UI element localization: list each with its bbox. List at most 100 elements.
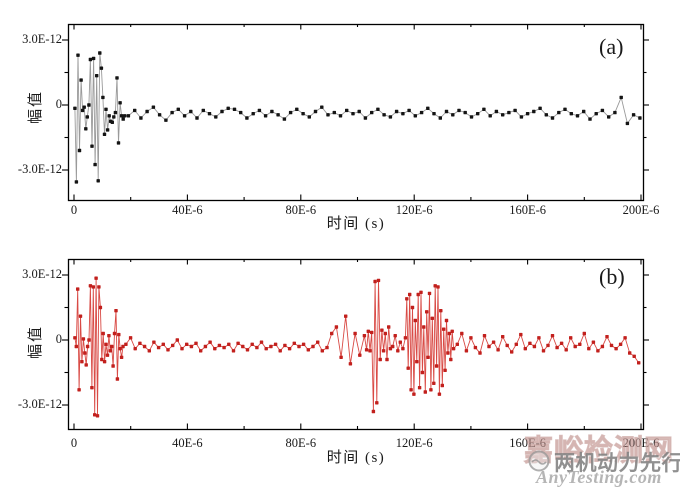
data-point <box>114 309 118 313</box>
chart-b-x-axis-title: 时间 (s) <box>326 450 386 466</box>
data-point <box>519 115 524 119</box>
data-point <box>434 364 439 368</box>
chart-b-x-tick-label: 40E-6 <box>172 436 203 450</box>
data-point <box>440 383 444 388</box>
data-point <box>488 114 492 118</box>
data-point <box>199 349 203 353</box>
data-point <box>469 115 474 119</box>
chart-a-x-axis-title: 时间 (s) <box>326 216 386 232</box>
data-point <box>427 291 432 296</box>
data-point <box>505 343 509 348</box>
data-point <box>142 344 147 349</box>
data-point <box>276 113 280 117</box>
data-point <box>100 357 104 362</box>
data-point <box>401 112 405 116</box>
data-point <box>368 349 372 353</box>
data-point <box>231 349 236 353</box>
data-point <box>613 110 617 115</box>
data-point <box>124 342 128 346</box>
data-point <box>73 336 77 340</box>
data-point <box>270 109 274 114</box>
data-point <box>88 57 93 62</box>
data-point <box>351 112 355 116</box>
data-point <box>102 360 107 364</box>
data-point <box>113 110 118 115</box>
data-point <box>385 357 389 362</box>
data-point <box>436 285 440 289</box>
data-point <box>320 349 324 353</box>
data-point <box>101 95 105 100</box>
chart-a-x-tick-label: 0 <box>70 203 78 217</box>
data-point <box>287 347 292 351</box>
data-point <box>245 116 249 120</box>
data-point <box>450 329 454 333</box>
data-point <box>375 401 379 405</box>
data-point <box>550 334 555 338</box>
data-point <box>278 349 282 353</box>
data-point <box>366 329 370 333</box>
data-point <box>203 344 208 349</box>
data-point <box>170 110 174 115</box>
data-point <box>348 362 353 366</box>
data-point <box>176 107 180 111</box>
data-point <box>295 107 299 111</box>
data-point <box>437 392 442 396</box>
data-point <box>401 347 405 351</box>
data-point <box>625 121 630 126</box>
data-point <box>108 349 112 353</box>
data-point <box>344 314 348 318</box>
data-point <box>320 105 324 109</box>
data-point <box>388 115 393 119</box>
data-point <box>326 113 330 117</box>
data-point <box>451 347 456 351</box>
data-point <box>381 349 386 353</box>
data-point <box>600 344 605 349</box>
data-point <box>357 109 361 114</box>
data-point <box>98 51 102 55</box>
data-point <box>443 368 447 372</box>
data-point <box>208 340 212 344</box>
chart-a-x-tick-label: 160E-6 <box>509 203 546 217</box>
data-point <box>438 116 442 120</box>
chart-a-y-tick-label: 0 <box>55 97 62 111</box>
data-point <box>330 331 334 336</box>
data-point <box>383 331 387 336</box>
data-point <box>429 388 433 392</box>
data-point <box>432 381 436 385</box>
data-point <box>413 318 417 323</box>
data-point <box>573 344 577 349</box>
data-point <box>264 347 268 351</box>
data-point <box>104 107 108 111</box>
data-point <box>121 117 125 121</box>
data-point <box>507 110 511 115</box>
data-point <box>510 350 514 354</box>
data-point <box>147 349 151 353</box>
data-point <box>227 342 231 346</box>
data-point <box>189 109 193 114</box>
data-point <box>119 355 124 359</box>
data-point <box>482 107 486 111</box>
data-point <box>119 114 124 118</box>
data-point <box>201 108 205 113</box>
data-point <box>575 114 580 118</box>
data-point <box>84 127 88 131</box>
data-point <box>469 336 473 340</box>
data-point <box>444 109 449 114</box>
data-point <box>449 357 453 362</box>
data-point <box>282 117 287 121</box>
chart-b-plot <box>62 258 649 431</box>
data-point <box>537 336 541 340</box>
data-point <box>425 310 429 314</box>
data-point <box>391 344 395 349</box>
data-point <box>393 334 397 338</box>
data-point <box>251 112 255 116</box>
data-point <box>83 351 87 355</box>
data-point <box>387 325 391 329</box>
data-point <box>77 388 81 392</box>
data-point <box>370 110 374 115</box>
data-point <box>145 109 149 114</box>
data-point <box>457 108 461 113</box>
data-point <box>306 348 310 352</box>
data-point <box>133 108 137 113</box>
